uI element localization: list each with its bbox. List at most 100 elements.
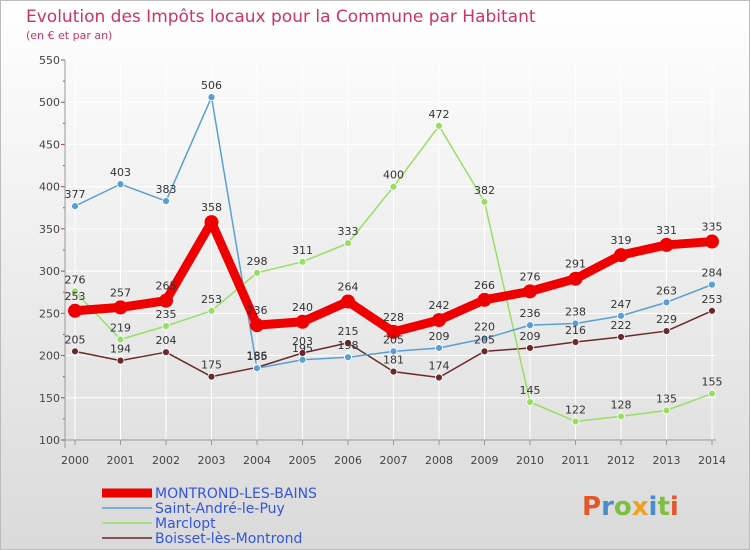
- y-tick-label: 350: [39, 223, 60, 236]
- data-point: [571, 338, 580, 346]
- data-label: 264: [338, 281, 359, 294]
- data-label: 128: [611, 398, 632, 411]
- data-label: 382: [474, 184, 495, 197]
- legend: MONTROND-LES-BAINSSaint-André-le-PuyMarc…: [102, 486, 317, 547]
- data-label: 253: [201, 293, 222, 306]
- data-point: [526, 321, 534, 330]
- x-tick-label: 2007: [380, 454, 408, 467]
- data-point: [568, 271, 583, 286]
- x-tick-label: 2008: [425, 454, 453, 467]
- legend-label: MONTROND-LES-BAINS: [155, 486, 317, 502]
- y-tick-label: 200: [39, 350, 60, 363]
- x-tick-label: 2009: [471, 454, 499, 467]
- x-tick-label: 2001: [107, 454, 135, 467]
- data-point: [480, 334, 489, 343]
- data-point: [207, 306, 216, 315]
- data-label: 236: [520, 307, 541, 320]
- data-point: [614, 248, 628, 263]
- data-label: 276: [65, 273, 86, 286]
- y-tick-label: 250: [39, 307, 60, 320]
- data-point: [659, 237, 674, 252]
- data-label: 219: [110, 322, 131, 335]
- data-label: 175: [201, 359, 222, 372]
- x-tick-label: 2013: [653, 454, 681, 467]
- x-tick-label: 2005: [289, 454, 317, 467]
- data-label: 194: [110, 343, 131, 356]
- data-point: [480, 197, 489, 206]
- axes: 100 150 200 250 300 350 400 450 500 550 2000 2001 20…: [39, 54, 726, 467]
- data-label: 216: [565, 324, 586, 337]
- data-point: [617, 311, 625, 320]
- data-point: [68, 303, 82, 318]
- data-point: [298, 257, 307, 266]
- data-label: 235: [156, 308, 177, 321]
- data-label: 185: [247, 350, 268, 363]
- data-label: 240: [292, 301, 313, 314]
- data-point: [298, 355, 307, 364]
- data-label: 186: [247, 349, 268, 362]
- data-point: [386, 324, 401, 339]
- series-points: [68, 93, 719, 426]
- x-tick-label: 2004: [243, 454, 271, 467]
- data-point: [432, 313, 446, 328]
- data-point: [571, 319, 580, 328]
- data-point: [253, 268, 261, 277]
- data-label: 242: [429, 299, 450, 312]
- x-tick-label: 2000: [61, 454, 89, 467]
- data-point: [435, 121, 443, 130]
- data-point: [523, 284, 537, 299]
- data-point: [71, 347, 79, 356]
- data-point: [480, 347, 489, 356]
- data-label: 331: [656, 224, 677, 237]
- data-label: 215: [338, 325, 359, 338]
- chart-subtitle: (en € et par an): [26, 29, 112, 42]
- data-point: [435, 373, 443, 382]
- data-point: [204, 215, 219, 230]
- data-point: [344, 353, 352, 362]
- data-point: [344, 338, 352, 347]
- data-point: [116, 335, 125, 344]
- data-label: 319: [611, 234, 632, 247]
- data-label: 291: [565, 258, 586, 271]
- data-point: [571, 417, 580, 426]
- data-point: [389, 367, 398, 376]
- data-label: 506: [201, 79, 222, 92]
- data-label: 253: [65, 290, 86, 303]
- data-point: [162, 348, 170, 357]
- data-label: 298: [247, 255, 268, 268]
- y-tick-label: 400: [39, 181, 60, 194]
- legend-label: Boisset-lès-Montrond: [155, 531, 302, 547]
- data-point: [662, 327, 671, 335]
- data-label: 403: [110, 166, 131, 179]
- y-tick-label: 300: [39, 265, 60, 278]
- data-label: 377: [65, 188, 86, 201]
- data-label: 265: [156, 280, 177, 293]
- x-tick-label: 2010: [516, 454, 544, 467]
- data-labels: 205 194 204 175 186 203 215 181 174 205 209 216 222 2…: [65, 79, 723, 416]
- data-label: 253: [702, 293, 723, 306]
- y-tick-label: 450: [39, 138, 60, 151]
- data-label: 247: [611, 298, 632, 311]
- data-point: [708, 280, 716, 289]
- chart-title: Evolution des Impôts locaux pour la Comm…: [26, 7, 536, 27]
- data-label: 209: [520, 330, 541, 343]
- data-label: 333: [338, 225, 359, 238]
- data-label: 284: [702, 267, 723, 280]
- data-point: [526, 344, 534, 352]
- data-point: [250, 318, 264, 333]
- data-point: [705, 234, 719, 249]
- data-label: 229: [656, 313, 677, 326]
- data-label: 311: [292, 244, 313, 257]
- data-point: [389, 182, 398, 191]
- data-label: 205: [474, 333, 495, 346]
- data-point: [295, 314, 310, 329]
- data-label: 335: [702, 221, 723, 234]
- data-point: [253, 364, 261, 373]
- legend-label: Saint-André-le-Puy: [155, 501, 285, 517]
- data-point: [113, 300, 128, 315]
- data-label: 228: [383, 311, 404, 324]
- data-label: 204: [156, 334, 177, 347]
- data-label: 203: [292, 335, 313, 348]
